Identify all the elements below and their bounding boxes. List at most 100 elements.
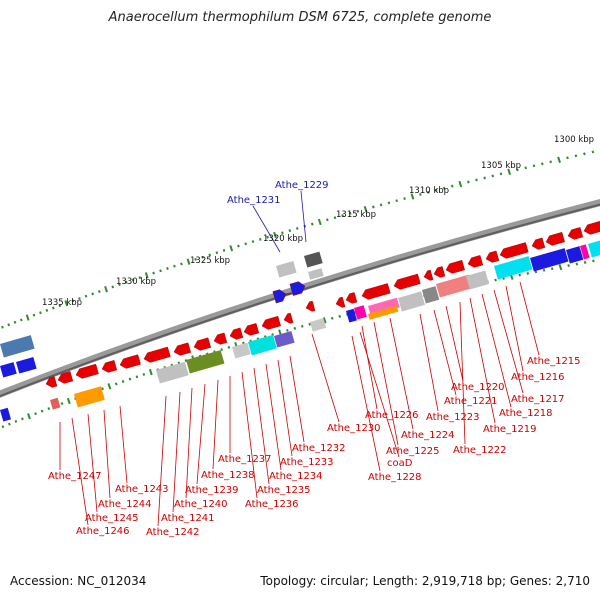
scale-dot (524, 166, 528, 170)
scale-dot (32, 313, 36, 317)
scale-dot (308, 322, 312, 326)
gene-arrow[interactable] (345, 292, 358, 304)
gene-arrow[interactable] (467, 255, 484, 268)
gene-label[interactable]: Athe_1225 (386, 446, 440, 457)
leader-line (277, 359, 293, 457)
gene-arrow[interactable] (119, 354, 141, 370)
gene-arrow[interactable] (101, 360, 118, 373)
gene-arrow[interactable] (143, 346, 171, 364)
gene-arrow[interactable] (567, 227, 584, 240)
scale-dot (128, 377, 132, 381)
gene-label[interactable]: Athe_1235 (257, 485, 311, 496)
scale-dot (317, 218, 322, 226)
gene-label[interactable]: Athe_1222 (453, 445, 507, 456)
gene-label[interactable]: Athe_1218 (499, 408, 553, 419)
gene-label[interactable]: Athe_1242 (146, 527, 200, 538)
feature-block (398, 291, 425, 312)
scale-dot (13, 320, 17, 324)
gene-label[interactable]: Athe_1239 (185, 485, 239, 496)
gene-arrow[interactable] (289, 280, 307, 296)
gene-arrow[interactable] (499, 242, 529, 259)
gene-label[interactable]: Athe_1224 (401, 430, 455, 441)
leader-line (300, 190, 307, 243)
gene-arrow[interactable] (433, 266, 446, 278)
feature-block (247, 334, 277, 356)
gene-label[interactable]: Athe_1232 (292, 443, 346, 454)
gene-label[interactable]: Athe_1223 (426, 412, 480, 423)
gene-arrow[interactable] (75, 363, 99, 380)
gene-arrow[interactable] (423, 269, 434, 282)
length-label: Length: (372, 574, 419, 588)
scale-dot (507, 168, 512, 175)
gene-label[interactable]: Athe_1233 (280, 457, 334, 468)
gene-label[interactable]: Athe_1240 (174, 499, 228, 510)
gene-label[interactable]: Athe_1247 (48, 471, 102, 482)
gene-arrow[interactable] (583, 220, 600, 236)
scale-dot (592, 259, 595, 263)
gene-label[interactable]: coaD (387, 458, 413, 469)
gene-label[interactable]: Athe_1243 (115, 484, 169, 495)
gene-label[interactable]: Athe_1230 (327, 423, 381, 434)
leader-line (481, 293, 512, 408)
scale-dot (557, 156, 561, 163)
gene-label[interactable]: Athe_1216 (511, 372, 565, 383)
gene-label[interactable]: Athe_1238 (201, 470, 255, 481)
scale-dot (66, 397, 71, 405)
gene-arrow[interactable] (445, 259, 465, 275)
gene-arrow[interactable] (361, 283, 391, 300)
gene-arrow[interactable] (243, 323, 260, 336)
gene-label[interactable]: Athe_1221 (444, 396, 498, 407)
scale-dot (60, 402, 64, 405)
gene-label[interactable]: Athe_1231 (227, 195, 281, 206)
gene-label[interactable]: Athe_1219 (483, 424, 537, 435)
scale-dot (152, 271, 155, 275)
feature-block (310, 318, 327, 332)
scale-dot (39, 311, 42, 315)
leader-line (389, 317, 414, 430)
gene-label[interactable]: Athe_1244 (98, 499, 152, 510)
scale-dot (310, 222, 314, 226)
gene-label[interactable]: Athe_1241 (161, 513, 215, 524)
scale-dot (142, 372, 146, 376)
gene-arrow[interactable] (531, 237, 546, 251)
scale-dot (227, 345, 231, 349)
scale-dot (494, 278, 497, 282)
gene-arrow[interactable] (261, 315, 281, 331)
scale-dot (516, 168, 519, 172)
gene-arrow[interactable] (45, 376, 58, 388)
scale-dot (341, 214, 344, 217)
gene-arrow[interactable] (213, 332, 228, 346)
gene-arrow[interactable] (393, 273, 421, 291)
gene-arrow[interactable] (173, 342, 192, 357)
scale-dot (64, 300, 69, 307)
gene-labels: Athe_1215Athe_1216Athe_1217Athe_1218Athe… (48, 180, 581, 538)
gene-arrow[interactable] (272, 288, 288, 304)
genome-summary: Topology: circular; Length: 2,919,718 bp… (260, 574, 590, 588)
gene-label[interactable]: Athe_1234 (269, 471, 323, 482)
gene-arrow[interactable] (283, 312, 294, 325)
gene-arrow[interactable] (229, 327, 244, 341)
gene-arrow[interactable] (193, 337, 212, 352)
scale-dot (475, 178, 478, 182)
gene-arrow[interactable] (57, 371, 74, 384)
gene-label[interactable]: Athe_1245 (85, 513, 139, 524)
gene-label[interactable]: Athe_1237 (218, 454, 272, 465)
gene-arrow[interactable] (335, 296, 346, 309)
scale-tick-label: 1305 kbp (481, 161, 521, 171)
gene-arrow[interactable] (305, 300, 316, 313)
gene-label[interactable]: Athe_1226 (365, 410, 419, 421)
scale-dot (591, 150, 595, 154)
feature-block (354, 305, 367, 320)
gene-label[interactable]: Athe_1220 (451, 382, 505, 393)
gene-label[interactable]: Athe_1215 (527, 356, 581, 367)
gene-arrow[interactable] (485, 250, 500, 264)
gene-label[interactable]: Athe_1228 (368, 472, 422, 483)
scale-tick-label: 1335 kbp (42, 298, 82, 308)
gene-arrow[interactable] (545, 231, 565, 247)
gene-label[interactable]: Athe_1246 (76, 526, 130, 537)
gene-label[interactable]: Athe_1229 (275, 180, 329, 191)
gene-label[interactable]: Athe_1236 (245, 499, 299, 510)
map-title: Anaerocellum thermophilum DSM 6725, comp… (108, 10, 492, 25)
gene-label[interactable]: Athe_1217 (511, 394, 565, 405)
